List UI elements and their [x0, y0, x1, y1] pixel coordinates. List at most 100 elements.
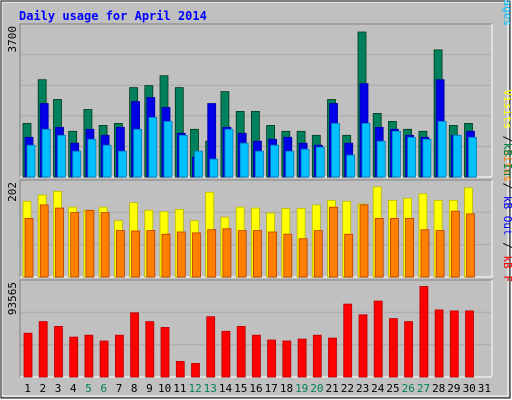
bar-kb-f-day-14 [221, 330, 231, 378]
bar-sites-day-6 [100, 212, 110, 278]
bar-pages-day-20 [315, 146, 325, 178]
bar-sites-day-4 [70, 212, 80, 278]
bar-sites-day-22 [344, 233, 354, 278]
bar-kb-f-day-19 [297, 338, 307, 378]
day-label-14: 14 [219, 382, 233, 395]
bar-pages-day-12 [194, 150, 203, 178]
day-label-29: 29 [447, 382, 460, 395]
bar-sites-day-2 [39, 204, 49, 278]
bar-pages-day-9 [148, 117, 158, 178]
panel-hits-files-pages: 3700 Hits / Files / Pages [6, 0, 512, 178]
day-label-20: 20 [310, 382, 323, 395]
bar-pages-day-22 [346, 154, 356, 178]
bar-pages-day-30 [468, 136, 477, 178]
day-label-9: 9 [146, 382, 153, 395]
day-label-11: 11 [173, 382, 186, 395]
bar-sites-day-20 [313, 230, 323, 278]
bar-kb-f-day-13 [206, 316, 216, 378]
bar-pages-day-2 [41, 128, 51, 178]
y-max-label: 93565 [6, 282, 19, 315]
bar-sites-day-8 [131, 230, 141, 278]
day-label-26: 26 [402, 382, 415, 395]
legend-part: Visits [501, 89, 512, 129]
bar-pages-day-27 [422, 138, 432, 178]
bar-pages-day-16 [254, 150, 264, 178]
bar-pages-day-14 [224, 128, 234, 178]
day-label-3: 3 [55, 382, 62, 395]
bar-sites-day-9 [146, 230, 156, 278]
bar-kb-f-day-26 [404, 321, 414, 378]
day-label-18: 18 [280, 382, 293, 395]
series-legend-label: kB In / kB Out / kB F [501, 143, 512, 282]
series-legend-label: Hits / Files / Pages [501, 0, 512, 26]
bar-kb-f-day-16 [251, 334, 261, 378]
bar-kb-f-day-6 [99, 340, 109, 378]
bar-pages-day-15 [239, 142, 249, 178]
series-legend-label: Visits / Sites [501, 89, 512, 182]
bar-sites-day-16 [252, 230, 262, 278]
bar-sites-day-30 [466, 213, 475, 278]
day-label-17: 17 [265, 382, 278, 395]
legend-part: / [501, 236, 512, 256]
legend-part: / [501, 176, 512, 196]
day-label-7: 7 [116, 382, 123, 395]
bar-sites-day-29 [450, 210, 460, 278]
bar-kb-f-day-27 [419, 286, 429, 378]
y-max-label: 202 [6, 182, 19, 202]
day-label-19: 19 [295, 382, 308, 395]
bar-sites-day-24 [374, 217, 384, 278]
day-label-23: 23 [356, 382, 369, 395]
bar-pages-day-23 [361, 123, 371, 178]
day-label-16: 16 [249, 382, 262, 395]
bar-kb-f-day-5 [84, 334, 94, 378]
bar-kb-f-day-21 [328, 337, 337, 378]
day-label-21: 21 [325, 382, 338, 395]
bar-kb-f-day-24 [373, 300, 383, 378]
y-max-label: 3700 [6, 26, 19, 53]
day-label-28: 28 [432, 382, 445, 395]
day-label-15: 15 [234, 382, 247, 395]
bar-sites-day-1 [24, 217, 34, 278]
bar-pages-day-18 [285, 150, 295, 178]
bar-sites-day-19 [298, 238, 308, 278]
day-label-27: 27 [417, 382, 430, 395]
bar-sites-day-5 [85, 209, 95, 278]
bar-sites-day-13 [207, 229, 217, 278]
bar-pages-day-17 [270, 144, 280, 178]
bar-pages-day-21 [331, 123, 340, 178]
bar-pages-day-1 [26, 144, 36, 178]
bar-kb-f-day-22 [343, 303, 353, 378]
day-label-8: 8 [131, 382, 138, 395]
bar-pages-day-28 [437, 121, 447, 178]
bar-sites-day-14 [222, 228, 232, 278]
day-label-22: 22 [341, 382, 354, 395]
bar-pages-day-4 [72, 150, 82, 178]
bar-sites-day-21 [329, 206, 338, 278]
legend-part: / [501, 129, 512, 149]
legend-part: kB Out [501, 196, 512, 236]
bar-sites-day-3 [55, 207, 64, 278]
day-label-31: 31 [478, 382, 491, 395]
bar-kb-f-day-8 [130, 312, 140, 378]
bar-kb-f-day-10 [160, 326, 170, 378]
bar-kb-f-day-1 [23, 332, 33, 378]
bar-kb-f-day-18 [282, 340, 292, 378]
bar-kb-f-day-4 [69, 336, 79, 378]
bar-sites-day-17 [268, 231, 278, 278]
bar-pages-day-8 [133, 128, 143, 178]
x-axis-day-labels: 1 2 3 4 5 6 7 8 9 10 11 12 13 14 15 16 17 18 19 20 21 22 23 24 2… [24, 382, 491, 395]
bar-sites-day-11 [176, 231, 186, 278]
bar-pages-day-26 [407, 136, 417, 178]
day-label-5: 5 [85, 382, 92, 395]
bar-pages-day-6 [102, 144, 112, 178]
day-label-10: 10 [158, 382, 171, 395]
bar-kb-f-day-20 [312, 334, 322, 378]
day-label-4: 4 [70, 382, 77, 395]
bar-sites-day-10 [161, 233, 171, 278]
bar-sites-day-28 [435, 230, 445, 278]
bar-sites-day-15 [237, 230, 247, 278]
bar-kb-f-day-30 [465, 310, 474, 378]
bar-pages-day-11 [178, 134, 188, 178]
